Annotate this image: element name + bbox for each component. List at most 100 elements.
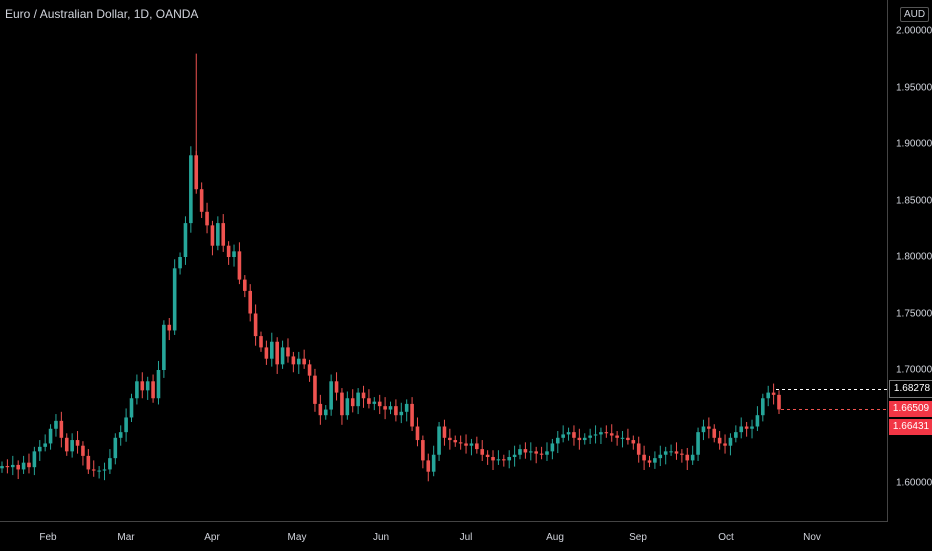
candle-body[interactable] xyxy=(350,398,355,407)
candle-body[interactable] xyxy=(361,392,366,399)
candle-body[interactable] xyxy=(81,445,85,456)
candle-body[interactable] xyxy=(442,426,447,438)
candle-body[interactable] xyxy=(172,268,177,331)
candle-body[interactable] xyxy=(264,347,269,359)
candle-body[interactable] xyxy=(647,460,652,463)
candle-body[interactable] xyxy=(663,451,668,455)
candle-body[interactable] xyxy=(59,420,64,438)
candle-body[interactable] xyxy=(518,449,522,455)
candle-body[interactable] xyxy=(588,435,592,438)
candle-body[interactable] xyxy=(394,406,398,416)
candle-body[interactable] xyxy=(27,462,31,468)
candle-body[interactable] xyxy=(43,443,47,447)
candle-body[interactable] xyxy=(523,449,528,453)
candle-body[interactable] xyxy=(91,469,96,471)
candle-body[interactable] xyxy=(199,189,204,212)
candle-body[interactable] xyxy=(437,426,441,455)
candle-body[interactable] xyxy=(674,451,679,454)
candle-body[interactable] xyxy=(755,415,760,427)
candle-body[interactable] xyxy=(696,432,700,455)
candle-body[interactable] xyxy=(685,454,690,461)
candle-body[interactable] xyxy=(626,437,630,441)
candle-body[interactable] xyxy=(410,403,414,427)
candle-body[interactable] xyxy=(205,211,209,226)
candle-body[interactable] xyxy=(701,426,706,433)
candle-body[interactable] xyxy=(642,454,646,461)
candle-body[interactable] xyxy=(340,392,344,416)
candle-body[interactable] xyxy=(707,426,711,429)
candle-body[interactable] xyxy=(54,420,58,429)
candle-body[interactable] xyxy=(426,460,431,472)
candle-body[interactable] xyxy=(334,381,339,393)
candle-body[interactable] xyxy=(367,398,371,404)
candle-body[interactable] xyxy=(717,437,722,444)
candle-body[interactable] xyxy=(145,381,150,391)
candle-body[interactable] xyxy=(712,428,717,438)
candle-body[interactable] xyxy=(21,462,26,470)
candle-body[interactable] xyxy=(16,464,20,470)
candle-body[interactable] xyxy=(669,451,673,453)
candle-body[interactable] xyxy=(48,428,53,444)
candle-body[interactable] xyxy=(0,466,4,469)
candle-body[interactable] xyxy=(739,426,744,433)
candle-body[interactable] xyxy=(771,392,776,395)
candle-body[interactable] xyxy=(5,466,10,468)
candle-body[interactable] xyxy=(323,409,328,416)
candle-body[interactable] xyxy=(723,443,727,446)
candle-body[interactable] xyxy=(356,392,360,407)
candle-body[interactable] xyxy=(377,401,382,407)
candle-body[interactable] xyxy=(572,432,576,438)
candle-body[interactable] xyxy=(404,403,409,412)
candle-body[interactable] xyxy=(70,440,74,452)
candle-body[interactable] xyxy=(636,443,641,455)
candle-body[interactable] xyxy=(448,437,452,441)
candle-body[interactable] xyxy=(10,464,15,468)
candle-body[interactable] xyxy=(37,446,42,452)
candle-body[interactable] xyxy=(534,451,538,454)
candle-body[interactable] xyxy=(690,454,695,461)
candle-body[interactable] xyxy=(75,440,80,446)
candle-body[interactable] xyxy=(658,454,663,459)
candle-body[interactable] xyxy=(189,155,193,224)
candle-body[interactable] xyxy=(728,437,733,446)
candle-body[interactable] xyxy=(496,459,501,461)
candle-body[interactable] xyxy=(399,411,404,416)
candle-body[interactable] xyxy=(221,223,226,246)
candle-body[interactable] xyxy=(388,406,393,410)
candle-body[interactable] xyxy=(313,375,317,404)
candle-body[interactable] xyxy=(599,432,603,435)
candle-body[interactable] xyxy=(469,443,474,446)
candle-body[interactable] xyxy=(86,455,91,470)
candle-body[interactable] xyxy=(286,347,290,357)
candle-body[interactable] xyxy=(415,426,420,441)
candle-body[interactable] xyxy=(561,434,565,438)
candle-body[interactable] xyxy=(502,459,506,461)
candle-body[interactable] xyxy=(485,454,490,458)
candle-body[interactable] xyxy=(296,358,301,365)
candle-body[interactable] xyxy=(550,443,555,452)
candle-body[interactable] xyxy=(566,432,571,435)
candle-body[interactable] xyxy=(453,440,458,443)
candle-body[interactable] xyxy=(32,451,37,468)
candle-body[interactable] xyxy=(528,451,533,453)
candle-body[interactable] xyxy=(329,381,333,410)
candle-body[interactable] xyxy=(248,290,253,314)
candle-body[interactable] xyxy=(183,223,188,257)
candle-body[interactable] xyxy=(480,449,485,455)
candle-body[interactable] xyxy=(620,437,625,439)
candle-body[interactable] xyxy=(653,458,657,463)
candle-body[interactable] xyxy=(507,457,512,461)
candle-body[interactable] xyxy=(118,432,123,438)
candle-body[interactable] xyxy=(178,257,182,269)
candle-body[interactable] xyxy=(750,426,754,429)
candle-body[interactable] xyxy=(237,251,242,280)
price-axis[interactable]: AUD 2.00000 1.95000 1.90000 1.85000 1.80000 1… xyxy=(887,0,932,522)
candle-body[interactable] xyxy=(318,403,323,416)
candle-body[interactable] xyxy=(97,470,101,472)
candle-body[interactable] xyxy=(761,398,765,416)
candle-body[interactable] xyxy=(113,437,118,459)
candle-body[interactable] xyxy=(421,440,425,461)
candle-body[interactable] xyxy=(210,225,215,246)
candle-body[interactable] xyxy=(291,356,296,365)
candle-body[interactable] xyxy=(135,381,139,399)
